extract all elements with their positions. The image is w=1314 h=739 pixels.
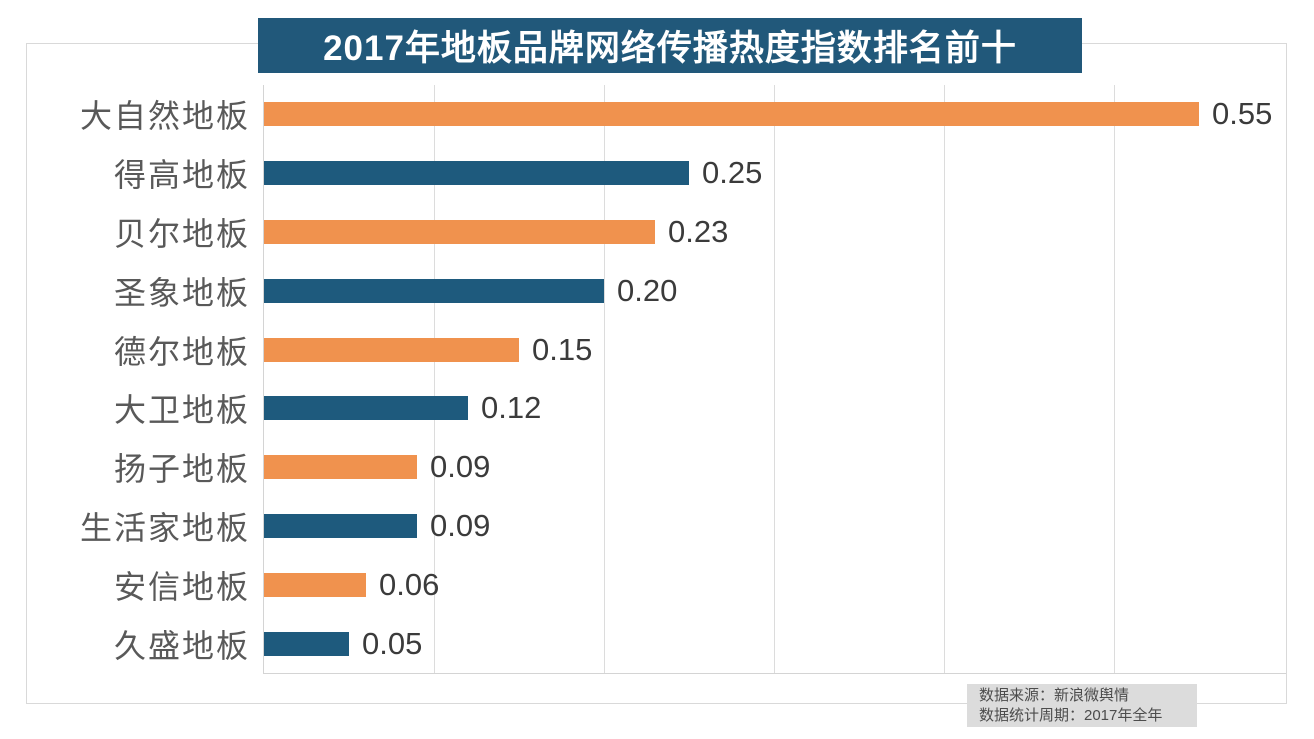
plot-area xyxy=(263,85,1286,674)
bar-久盛地板 xyxy=(264,631,349,656)
chart-frame xyxy=(26,43,1287,704)
gridline-0.4 xyxy=(944,85,945,673)
category-label: 大自然地板 xyxy=(79,98,250,135)
bar-得高地板 xyxy=(264,161,689,186)
bar-row: 贝尔地板 0.23 xyxy=(26,203,1287,262)
bar-大卫地板 xyxy=(264,396,468,421)
bar-大自然地板 xyxy=(264,102,1199,127)
category-label: 得高地板 xyxy=(113,157,250,194)
bar-扬子地板 xyxy=(264,455,417,480)
value-label: 0.05 xyxy=(362,625,423,661)
chart-title-banner: 2017年地板品牌网络传播热度指数排名前十 xyxy=(258,18,1082,73)
bar-安信地板 xyxy=(264,572,366,597)
category-label: 久盛地板 xyxy=(113,627,250,664)
gridline-0.1 xyxy=(434,85,435,673)
value-label: 0.55 xyxy=(1212,96,1273,132)
bar-row: 德尔地板 0.15 xyxy=(26,320,1287,379)
gridline-0.5 xyxy=(1114,85,1115,673)
bar-圣象地板 xyxy=(264,278,604,303)
gridline-0.2 xyxy=(604,85,605,673)
value-label: 0.12 xyxy=(481,390,542,426)
category-label: 贝尔地板 xyxy=(113,215,250,252)
x-axis-line xyxy=(263,673,1286,674)
value-label: 0.06 xyxy=(379,566,440,602)
value-label: 0.09 xyxy=(430,449,491,485)
value-label: 0.25 xyxy=(702,155,763,191)
category-label: 扬子地板 xyxy=(113,451,250,488)
category-label: 德尔地板 xyxy=(113,333,250,370)
gridline-0.3 xyxy=(774,85,775,673)
category-label: 大卫地板 xyxy=(113,392,250,429)
category-label: 安信地板 xyxy=(113,568,250,605)
source-note-line2: 数据统计周期：2017年全年 xyxy=(979,707,1163,724)
bar-row: 安信地板 0.06 xyxy=(26,555,1287,614)
category-label: 圣象地板 xyxy=(113,274,250,311)
y-axis-line xyxy=(263,85,264,673)
bar-row: 久盛地板 0.05 xyxy=(26,614,1287,673)
category-label: 生活家地板 xyxy=(79,509,250,546)
bar-德尔地板 xyxy=(264,337,519,362)
source-note-line1: 数据来源：新浪微舆情 xyxy=(979,687,1130,704)
bar-生活家地板 xyxy=(264,513,417,538)
value-label: 0.20 xyxy=(617,272,678,308)
value-label: 0.23 xyxy=(668,213,729,249)
bar-row: 大卫地板 0.12 xyxy=(26,379,1287,438)
bar-贝尔地板 xyxy=(264,219,655,244)
bar-row: 圣象地板 0.20 xyxy=(26,261,1287,320)
value-label: 0.09 xyxy=(430,507,491,543)
source-note: 数据来源：新浪微舆情 数据统计周期：2017年全年 xyxy=(967,684,1197,727)
bar-row: 得高地板 0.25 xyxy=(26,144,1287,203)
bar-row: 大自然地板 0.55 xyxy=(26,85,1287,144)
bar-row: 扬子地板 0.09 xyxy=(26,438,1287,497)
chart-title: 2017年地板品牌网络传播热度指数排名前十 xyxy=(323,29,1017,68)
value-label: 0.15 xyxy=(532,331,593,367)
bar-row: 生活家地板 0.09 xyxy=(26,497,1287,556)
